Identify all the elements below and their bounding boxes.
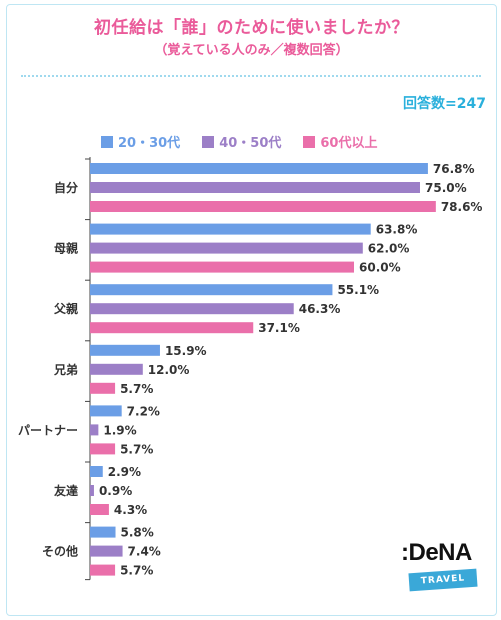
bar xyxy=(90,405,122,417)
value-label: 62.0% xyxy=(368,242,410,256)
value-label: 76.8% xyxy=(433,162,475,176)
value-label: 63.8% xyxy=(376,223,418,237)
category-label: 兄弟 xyxy=(53,362,78,377)
bar xyxy=(90,382,116,394)
bar xyxy=(90,526,116,538)
value-label: 7.2% xyxy=(127,404,160,418)
category-label: パートナー xyxy=(18,423,78,437)
value-label: 0.9% xyxy=(99,484,132,498)
value-label: 12.0% xyxy=(148,363,190,377)
legend-item-series-0: 20・30代 xyxy=(101,132,180,151)
legend-item-series-1: 40・50代 xyxy=(202,132,281,151)
value-label: 75.0% xyxy=(425,181,467,195)
value-label: 5.8% xyxy=(121,526,154,540)
category-label: その他 xyxy=(42,544,78,559)
category-label: 自分 xyxy=(54,180,78,195)
legend-swatch-series-1 xyxy=(202,135,215,148)
category-label: 母親 xyxy=(54,241,78,256)
logo-badge: TRAVEL xyxy=(408,568,478,592)
bar xyxy=(90,443,116,455)
category-label: 友達 xyxy=(53,483,78,498)
value-label: 5.7% xyxy=(120,442,153,456)
bar xyxy=(90,344,160,356)
dotted-divider xyxy=(21,75,481,77)
bar xyxy=(90,223,371,235)
bar xyxy=(90,303,294,315)
respondent-count: 回答数=247 xyxy=(403,96,486,112)
bar xyxy=(90,424,99,436)
chart-title: 初任給は「誰」のために使いましたか？ xyxy=(94,18,409,38)
legend-label-series-1: 40・50代 xyxy=(219,136,282,151)
chart-card: 初任給は「誰」のために使いましたか？ （覚えている人のみ／複数回答） 回答数=2… xyxy=(6,4,497,616)
bar xyxy=(90,363,143,375)
value-label: 4.3% xyxy=(114,503,147,517)
bar xyxy=(90,322,254,334)
value-label: 46.3% xyxy=(299,302,341,316)
value-label: 78.6% xyxy=(441,200,483,214)
value-label: 15.9% xyxy=(165,344,207,358)
value-label: 5.7% xyxy=(120,564,153,578)
legend-label-series-2: 60代以上 xyxy=(320,136,378,151)
bar xyxy=(90,545,123,557)
category-label: 父親 xyxy=(53,301,78,316)
value-label: 1.9% xyxy=(103,423,136,437)
bar xyxy=(90,201,436,212)
bar-chart: 自分 76.8% 75.0% 78.6% 母親 63.8% 62.0% 60.0% 父親 55.1… xyxy=(18,157,483,581)
legend-swatch-series-2 xyxy=(303,135,316,148)
legend-item-series-2: 60代以上 xyxy=(303,132,377,151)
value-label: 7.4% xyxy=(128,545,161,559)
legend-swatch-series-0 xyxy=(101,135,113,148)
bar xyxy=(90,485,94,496)
legend: 20・30代 40・50代 60代以上 xyxy=(101,132,377,151)
bar xyxy=(90,242,363,254)
bar xyxy=(90,466,103,477)
value-label: 60.0% xyxy=(359,261,401,275)
value-label: 5.7% xyxy=(120,382,153,396)
bar xyxy=(90,261,354,273)
bar xyxy=(90,504,109,515)
value-label: 37.1% xyxy=(258,321,300,335)
bar xyxy=(90,163,428,174)
dena-travel-logo: :DeNA TRAVEL xyxy=(401,539,487,599)
bar xyxy=(90,284,333,296)
value-label: 2.9% xyxy=(108,465,141,479)
bar xyxy=(90,182,420,193)
legend-label-series-0: 20・30代 xyxy=(118,136,181,151)
value-label: 55.1% xyxy=(337,283,379,297)
bar xyxy=(90,564,116,576)
logo-brand: :DeNA xyxy=(401,539,472,566)
chart-subtitle: （覚えている人のみ／複数回答） xyxy=(154,43,349,58)
